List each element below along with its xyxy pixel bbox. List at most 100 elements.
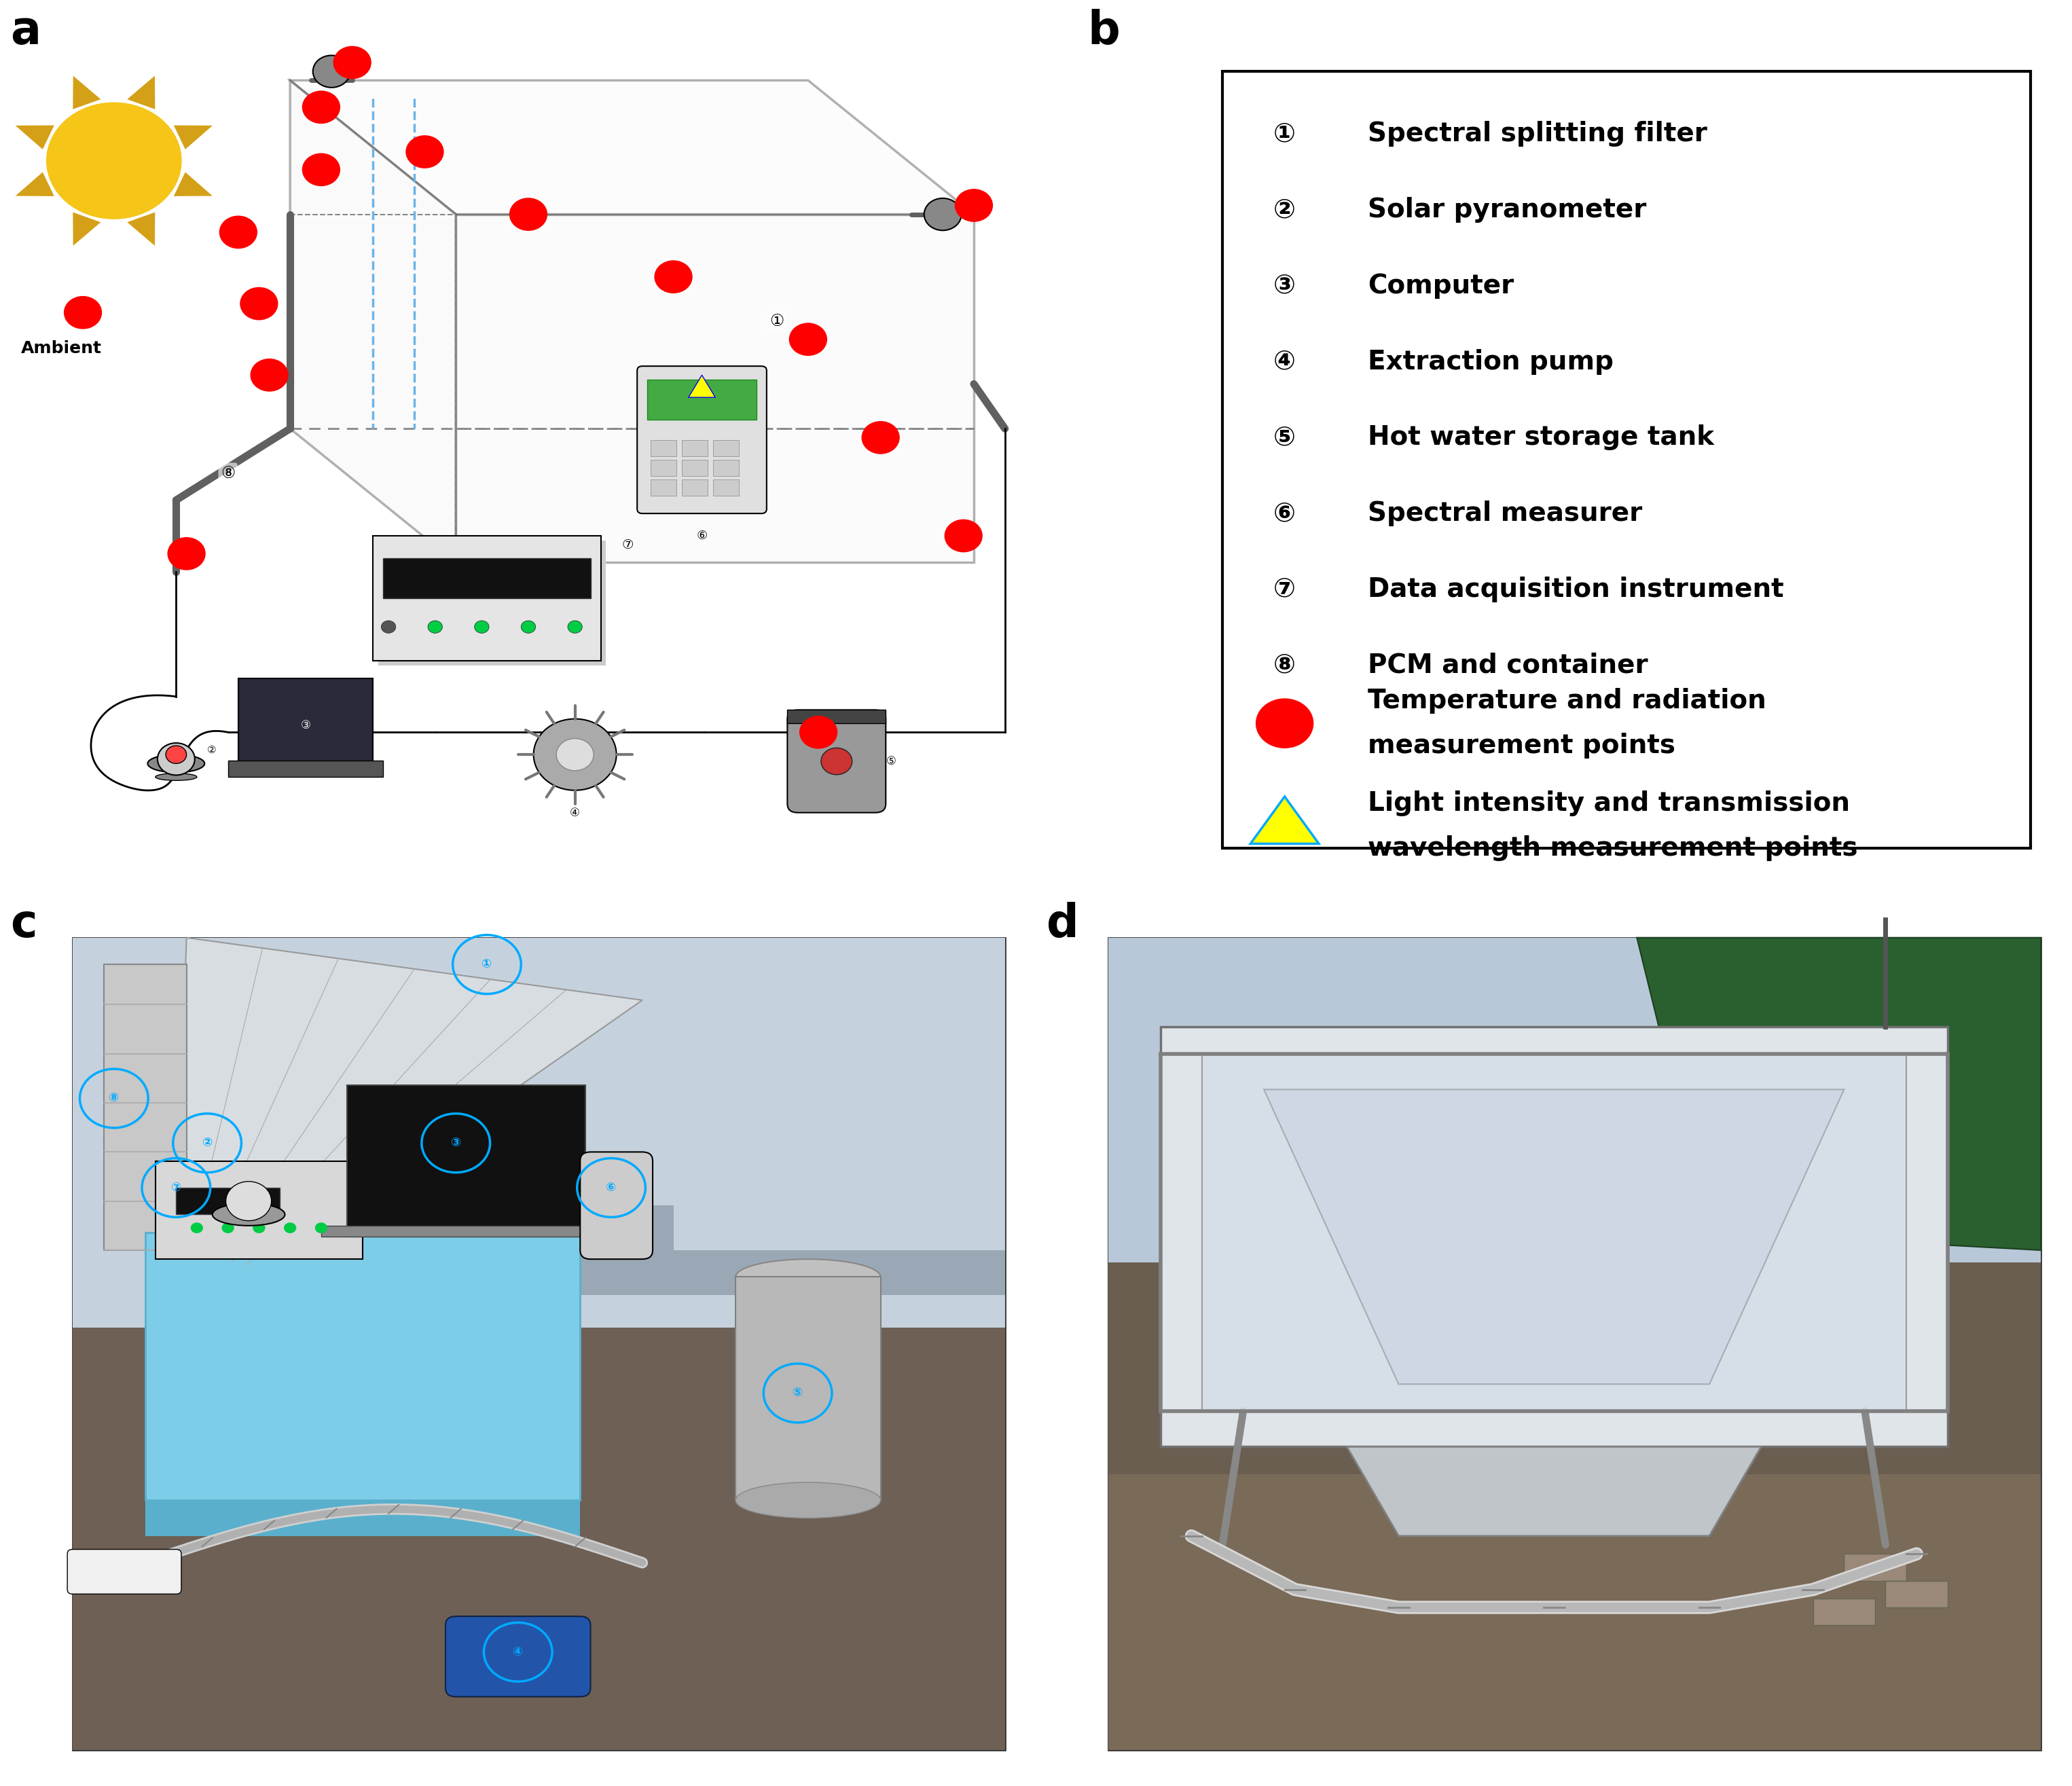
FancyBboxPatch shape <box>646 380 756 420</box>
FancyBboxPatch shape <box>155 1161 363 1259</box>
Text: Data acquisition instrument: Data acquisition instrument <box>1368 577 1784 602</box>
Circle shape <box>821 748 852 775</box>
Text: ④: ④ <box>514 1647 522 1657</box>
FancyBboxPatch shape <box>73 938 1005 1327</box>
Circle shape <box>568 622 582 634</box>
Text: Ambient: Ambient <box>21 339 102 357</box>
FancyBboxPatch shape <box>787 711 887 723</box>
Circle shape <box>191 1222 203 1232</box>
FancyBboxPatch shape <box>682 441 709 457</box>
Text: measurement points: measurement points <box>1368 732 1674 759</box>
Text: Computer: Computer <box>1368 273 1515 298</box>
Circle shape <box>955 189 992 221</box>
Circle shape <box>800 716 837 748</box>
Text: ⑥: ⑥ <box>1274 500 1295 527</box>
Text: wavelength measurement points: wavelength measurement points <box>1368 836 1857 861</box>
Circle shape <box>522 622 535 634</box>
Text: ①: ① <box>771 313 783 330</box>
Text: ⑤: ⑤ <box>1274 425 1295 450</box>
Polygon shape <box>126 75 155 109</box>
FancyBboxPatch shape <box>580 1152 653 1259</box>
FancyBboxPatch shape <box>713 461 738 477</box>
Text: Spectral measurer: Spectral measurer <box>1368 500 1641 527</box>
Text: ④: ④ <box>570 807 580 818</box>
Circle shape <box>406 136 443 168</box>
FancyBboxPatch shape <box>66 1548 182 1593</box>
Circle shape <box>303 91 340 123</box>
Text: ⑧: ⑧ <box>110 1093 118 1104</box>
FancyBboxPatch shape <box>713 480 738 497</box>
Text: Solar pyranometer: Solar pyranometer <box>1368 196 1647 223</box>
Circle shape <box>168 538 205 570</box>
FancyBboxPatch shape <box>1844 1554 1906 1581</box>
Text: c: c <box>10 902 37 947</box>
Polygon shape <box>1109 1161 1637 1250</box>
Text: ⑦: ⑦ <box>172 1182 180 1193</box>
Circle shape <box>48 102 182 218</box>
Polygon shape <box>174 125 213 150</box>
Circle shape <box>381 622 396 634</box>
FancyBboxPatch shape <box>682 461 709 477</box>
FancyBboxPatch shape <box>736 1277 881 1500</box>
Polygon shape <box>1264 1089 1844 1384</box>
FancyBboxPatch shape <box>1813 1598 1875 1625</box>
Text: Temperature and radiation: Temperature and radiation <box>1368 688 1765 714</box>
FancyBboxPatch shape <box>1109 938 2041 1263</box>
Polygon shape <box>1249 797 1320 843</box>
Polygon shape <box>104 964 186 1250</box>
Circle shape <box>222 1222 234 1232</box>
FancyBboxPatch shape <box>1886 1581 1948 1607</box>
FancyBboxPatch shape <box>383 557 591 598</box>
Polygon shape <box>176 938 642 1268</box>
Circle shape <box>334 46 371 79</box>
Text: b: b <box>1088 9 1121 54</box>
Polygon shape <box>73 1206 1005 1295</box>
Circle shape <box>313 55 350 88</box>
Ellipse shape <box>147 754 205 773</box>
Text: d: d <box>1046 902 1080 947</box>
Text: PCM and container: PCM and container <box>1368 652 1647 679</box>
Ellipse shape <box>736 1259 881 1295</box>
Polygon shape <box>174 171 213 196</box>
Text: ③: ③ <box>1274 273 1295 298</box>
Circle shape <box>284 1222 296 1232</box>
Polygon shape <box>1347 1447 1761 1536</box>
Circle shape <box>510 198 547 230</box>
Circle shape <box>303 154 340 186</box>
Circle shape <box>862 421 899 454</box>
FancyBboxPatch shape <box>321 1225 601 1236</box>
Text: ⑥: ⑥ <box>696 530 707 541</box>
FancyBboxPatch shape <box>682 480 709 497</box>
Polygon shape <box>456 214 974 563</box>
Text: ⑤: ⑤ <box>794 1388 802 1398</box>
Text: ②: ② <box>203 1138 211 1148</box>
FancyBboxPatch shape <box>1109 1473 2041 1750</box>
Circle shape <box>555 739 593 772</box>
Polygon shape <box>15 171 54 196</box>
Circle shape <box>474 622 489 634</box>
Ellipse shape <box>736 1482 881 1518</box>
FancyBboxPatch shape <box>445 1616 591 1697</box>
FancyBboxPatch shape <box>73 1327 1005 1750</box>
Polygon shape <box>73 75 102 109</box>
FancyBboxPatch shape <box>651 461 675 477</box>
Text: a: a <box>10 9 41 54</box>
Polygon shape <box>126 213 155 246</box>
Circle shape <box>226 1182 271 1222</box>
Text: ⑦: ⑦ <box>1274 577 1295 602</box>
Circle shape <box>535 720 617 789</box>
Polygon shape <box>73 213 102 246</box>
FancyBboxPatch shape <box>238 679 373 764</box>
Ellipse shape <box>213 1204 284 1225</box>
FancyBboxPatch shape <box>377 539 605 666</box>
Text: ③: ③ <box>452 1138 460 1148</box>
Circle shape <box>240 288 278 320</box>
Text: Extraction pump: Extraction pump <box>1368 348 1614 375</box>
Circle shape <box>315 1222 327 1232</box>
FancyBboxPatch shape <box>638 366 767 514</box>
Text: ⑥: ⑥ <box>607 1182 615 1193</box>
FancyBboxPatch shape <box>651 480 675 497</box>
FancyBboxPatch shape <box>145 1491 580 1536</box>
Text: ②: ② <box>1274 196 1295 223</box>
Circle shape <box>157 743 195 775</box>
